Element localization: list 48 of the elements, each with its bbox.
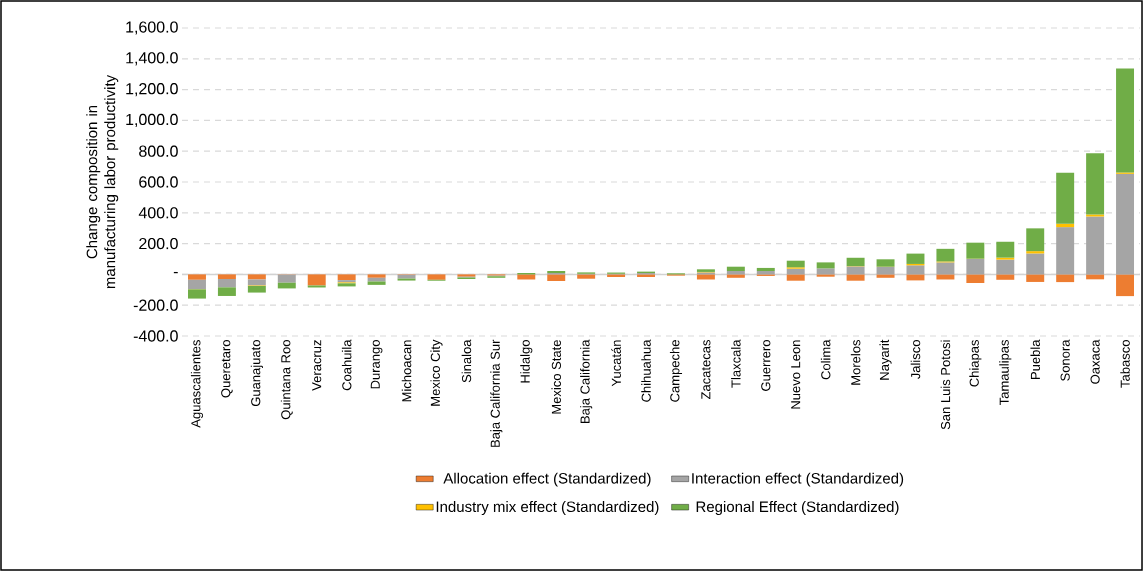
x-tick-label: Chihuahua — [641, 339, 651, 402]
legend-label: Regional Effect (Standardized) — [696, 501, 899, 515]
x-tick-label: Mexico State — [551, 340, 561, 414]
y-tick-label: 1,600.0 — [126, 21, 178, 35]
x-tick-label: Hidalgo — [520, 340, 533, 383]
y-tick-label: -200.0 — [133, 299, 178, 311]
x-tick-label: Oaxaca — [1090, 339, 1100, 384]
y-tick-label: 1,200.0 — [126, 83, 178, 97]
y-tick-label: 800.0 — [139, 145, 178, 157]
x-tick-label: Tlaxcala — [731, 339, 741, 388]
y-axis-title: Change composition in manufacturing labor productivity — [86, 74, 119, 289]
x-tick-label: Puebla — [1030, 339, 1040, 379]
x-tick-label: Chiapas — [969, 340, 982, 387]
x-tick-label: Guerrero — [761, 340, 771, 391]
legend-label: Industry mix effect (Standardized) — [436, 501, 659, 515]
x-tick-label: Veracruz — [312, 340, 322, 391]
x-tick-label: Aguascalientes — [190, 340, 204, 428]
x-tick-label: Queretaro — [221, 340, 233, 398]
x-tick-label: Michoacan — [401, 340, 412, 402]
x-tick-label: San Luis Potosi — [940, 340, 951, 430]
legend-label: Allocation effect (Standardized) — [443, 472, 651, 487]
y-tick-label: 1,400.0 — [126, 52, 178, 66]
x-tick-label: Sinaloa — [461, 339, 472, 383]
x-tick-label: Sonora — [1060, 339, 1070, 381]
y-tick-label: 1,000.0 — [126, 113, 178, 127]
x-tick-label: Quintana Roo — [280, 340, 293, 420]
x-tick-label: Mexico City — [430, 339, 443, 406]
x-tick-label: Colima — [820, 339, 831, 380]
y-tick-label: -400.0 — [133, 330, 178, 342]
x-tick-label: Nayarit — [879, 339, 892, 380]
x-tick-label: Tamaulipas — [999, 340, 1012, 405]
y-tick-label: - — [173, 271, 178, 274]
x-tick-label: Campeche — [669, 340, 683, 402]
x-tick-label: Durango — [370, 340, 383, 389]
x-tick-label: Morelos — [850, 340, 861, 385]
x-tick-label: Baja California — [580, 339, 593, 424]
x-tick-label: Yucatán — [611, 340, 621, 387]
x-tick-label: Coahuila — [341, 339, 352, 391]
x-tick-label: Baja California Sur — [490, 339, 503, 447]
y-tick-label: 600.0 — [139, 176, 178, 188]
x-tick-label: Jalisco — [910, 340, 921, 380]
x-tick-label: Zacatecas — [701, 340, 711, 400]
x-tick-label: Guanajuato — [250, 340, 263, 407]
x-tick-label: Tabasco — [1120, 340, 1130, 388]
y-tick-label: 200.0 — [139, 237, 178, 250]
x-tick-label: Nuevo Leon — [791, 340, 801, 409]
y-tick-label: 400.0 — [138, 207, 178, 219]
legend-label: Interaction effect (Standardized) — [692, 472, 904, 487]
